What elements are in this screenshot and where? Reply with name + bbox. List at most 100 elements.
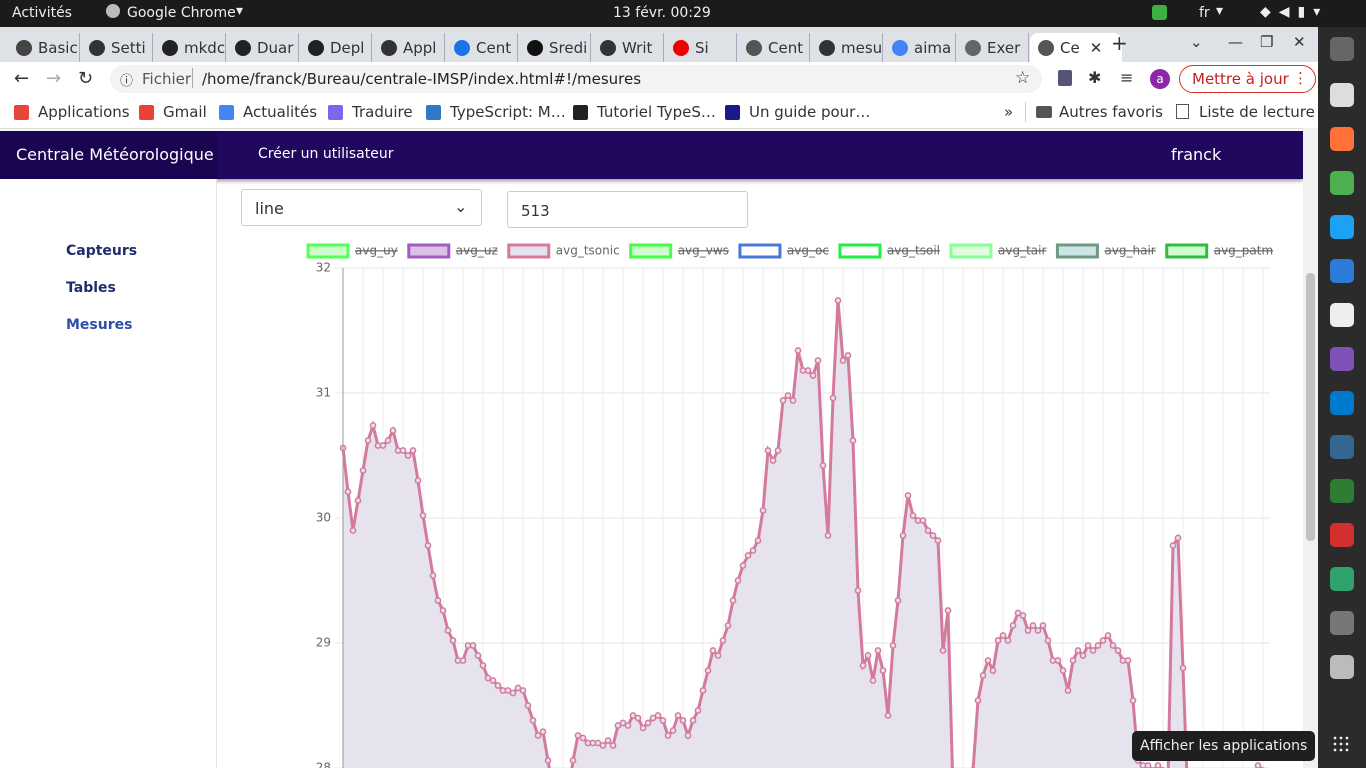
tab-icon — [892, 39, 908, 56]
update-indicator[interactable] — [1152, 5, 1167, 20]
tab[interactable]: Depl — [300, 33, 372, 62]
legend-label[interactable]: avg_hair — [1104, 244, 1155, 258]
point — [719, 637, 727, 644]
point — [1109, 642, 1117, 649]
tab[interactable]: mesu — [811, 33, 883, 62]
tab[interactable]: Exer — [957, 33, 1029, 62]
legend-label[interactable]: avg_tsonic — [556, 244, 620, 258]
tab-title: aima — [914, 38, 952, 57]
tab[interactable]: mkdc — [154, 33, 226, 62]
legend-label[interactable]: avg_vws — [678, 244, 729, 258]
tab[interactable]: Ce ✕ — [1030, 33, 1122, 62]
tab[interactable]: Cent — [738, 33, 810, 62]
dock-icon[interactable] — [1330, 567, 1354, 591]
dock-icon[interactable] — [1330, 303, 1354, 327]
legend-label[interactable]: avg_patm — [1214, 244, 1273, 258]
dock-icon[interactable] — [1330, 611, 1354, 635]
dock-icon[interactable] — [1330, 127, 1354, 151]
dock-icon[interactable] — [1330, 391, 1354, 415]
tab[interactable]: Basic — [8, 33, 80, 62]
sidebar-link[interactable]: Mesures — [66, 317, 133, 333]
dock-icon[interactable] — [1330, 259, 1354, 283]
maximize[interactable]: ❐ — [1260, 33, 1274, 51]
tab-close[interactable]: ✕ — [1089, 38, 1103, 57]
tab[interactable]: Appl — [373, 33, 445, 62]
dock-icon[interactable] — [1330, 347, 1354, 371]
legend-label[interactable]: avg_tsoil — [887, 244, 940, 258]
url[interactable]: /home/franck/Bureau/centrale-IMSP/index.… — [202, 70, 642, 88]
legend-label[interactable]: avg_tair — [998, 244, 1046, 258]
point — [859, 662, 867, 669]
status-icons[interactable]: ◆◀▮▾ — [1260, 4, 1329, 20]
count-input[interactable]: 513 — [507, 191, 748, 228]
point — [894, 597, 902, 604]
y-tick-label: 31 — [316, 386, 331, 400]
point — [449, 637, 457, 644]
scrollbar-thumb[interactable] — [1306, 273, 1315, 541]
dock-icon[interactable] — [1330, 435, 1354, 459]
user-menu[interactable]: franck — [1171, 145, 1222, 164]
language-menu[interactable]: fr — [1199, 5, 1210, 21]
show-apps-button[interactable] — [1332, 735, 1350, 753]
bookmark[interactable]: TypeScript: M… — [450, 103, 566, 121]
tab[interactable]: Cent — [446, 33, 518, 62]
bookmark-star[interactable]: ☆ — [1015, 68, 1031, 88]
point — [359, 467, 367, 474]
legend-label[interactable]: avg_uy — [355, 244, 398, 258]
tab[interactable]: Writ — [592, 33, 664, 62]
info-icon[interactable]: ⓘ — [120, 74, 134, 89]
legend-label[interactable]: avg_oc — [787, 244, 829, 258]
dock-icon[interactable] — [1330, 37, 1354, 61]
tab[interactable]: Duar — [227, 33, 299, 62]
select-arrow: ⌄ — [454, 197, 468, 216]
profile-avatar[interactable]: a — [1150, 69, 1170, 89]
dock-icon[interactable] — [1330, 83, 1354, 107]
minimize[interactable]: — — [1228, 33, 1243, 51]
bookmark[interactable]: Applications — [38, 103, 130, 121]
dock-icon[interactable] — [1330, 479, 1354, 503]
sidebar-link[interactable]: Tables — [66, 280, 116, 296]
bookmark[interactable]: Gmail — [163, 103, 207, 121]
dock-icon[interactable] — [1330, 523, 1354, 547]
point — [424, 542, 432, 549]
close-window[interactable]: ✕ — [1293, 33, 1306, 51]
extension-icon[interactable] — [1058, 70, 1072, 86]
bookmark[interactable]: Actualités — [243, 103, 318, 121]
tab[interactable]: Si — [665, 33, 737, 62]
tab[interactable]: aima — [884, 33, 956, 62]
nav-link[interactable]: Créer un utilisateur — [258, 146, 394, 162]
bookmark[interactable]: Tutoriel TypeS… — [597, 103, 716, 121]
dock-icon[interactable] — [1330, 215, 1354, 239]
legend-swatch — [738, 243, 782, 259]
reading-list[interactable]: Liste de lecture — [1199, 103, 1315, 121]
omnibox[interactable]: ⓘ Fichier /home/franck/Bureau/centrale-I… — [110, 65, 1042, 93]
forward-button[interactable]: → — [46, 68, 62, 89]
brand[interactable]: Centrale Météorologique — [0, 131, 217, 179]
sidebar-link[interactable]: Capteurs — [66, 243, 138, 259]
extensions-button[interactable]: ✱ — [1088, 68, 1102, 87]
reload-button[interactable]: ↻ — [78, 68, 94, 89]
point — [874, 647, 882, 654]
chart-type-select[interactable]: line ⌄ — [241, 189, 482, 226]
bookmark[interactable]: Un guide pour… — [749, 103, 871, 121]
back-button[interactable]: ← — [14, 68, 30, 89]
point — [364, 437, 372, 444]
system-top-bar: Activités Google Chrome ▾ 13 févr. 00:29… — [0, 0, 1366, 27]
dock-icon[interactable] — [1330, 655, 1354, 679]
legend-label[interactable]: avg_uz — [456, 244, 498, 258]
app-menu[interactable]: Google Chrome — [127, 5, 236, 21]
clock[interactable]: 13 févr. 00:29 — [613, 5, 711, 21]
activities-button[interactable]: Activités — [12, 5, 72, 21]
tab[interactable]: Setti — [81, 33, 153, 62]
reading-list-button[interactable]: ≡ — [1120, 68, 1134, 87]
new-tab-button[interactable]: + — [1111, 31, 1128, 55]
other-bookmarks[interactable]: Autres favoris — [1059, 103, 1163, 121]
point — [1079, 652, 1087, 659]
tab[interactable]: Sredi — [519, 33, 591, 62]
tab-search[interactable]: ⌄ — [1190, 33, 1203, 51]
dock-icon[interactable] — [1330, 171, 1354, 195]
more-bookmarks[interactable]: » — [1004, 103, 1014, 121]
legend-swatch — [629, 243, 673, 259]
bookmark[interactable]: Traduire — [352, 103, 413, 121]
update-button[interactable]: Mettre à jour — [1179, 65, 1316, 93]
